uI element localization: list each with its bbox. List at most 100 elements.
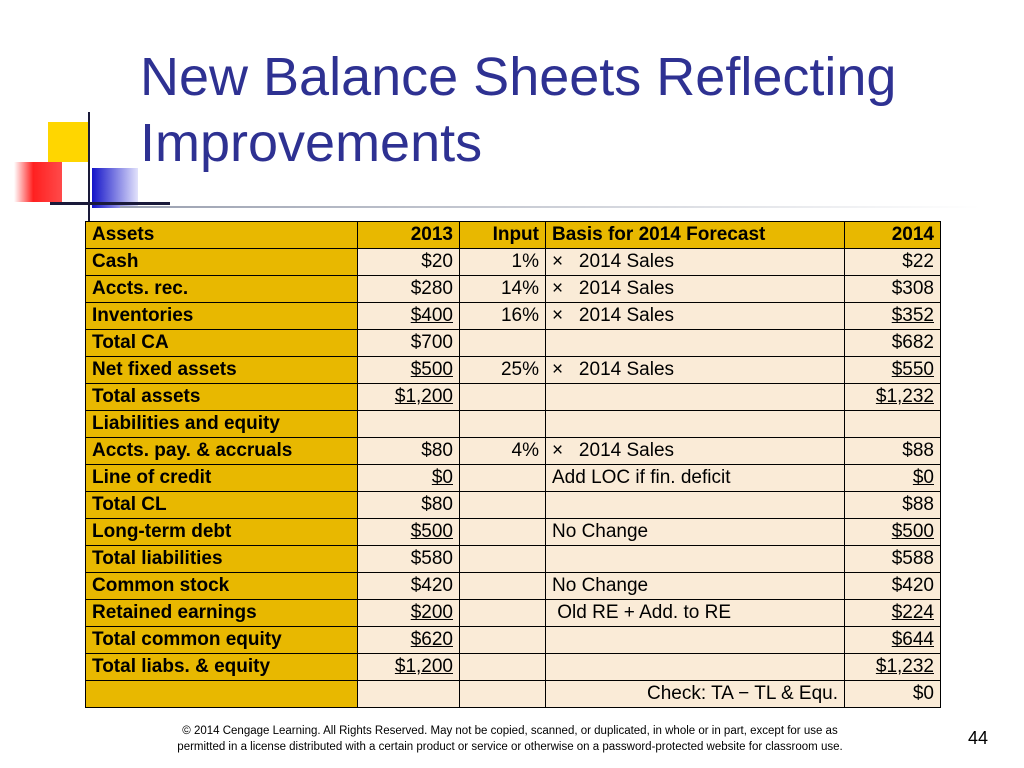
- item-label: Long-term debt: [85, 518, 358, 546]
- input: [459, 572, 546, 600]
- input: [459, 680, 546, 708]
- value-2013-text: $1,200: [394, 386, 453, 407]
- value-2013-text: $700: [410, 332, 453, 353]
- value-2014-text: $352: [891, 305, 934, 326]
- value-2014-text: $500: [891, 521, 934, 542]
- item-label-text: Net fixed assets: [92, 359, 237, 380]
- item-label-text: Accts. rec.: [92, 278, 189, 299]
- item-label-text: Liabilities and equity: [92, 413, 280, 434]
- value-2013: $80: [357, 491, 460, 519]
- input: [459, 518, 546, 546]
- item-label: Total CL: [85, 491, 358, 519]
- value-2014: $88: [844, 491, 941, 519]
- item-label-text: Long-term debt: [92, 521, 232, 542]
- value-2013: $20: [357, 248, 460, 276]
- item-label-text: Accts. pay. & accruals: [92, 440, 293, 461]
- value-2014-text: $644: [891, 629, 934, 650]
- value-2014: $550: [844, 356, 941, 384]
- table-row: Long-term debt $500 No Change $500: [85, 518, 941, 546]
- item-label-text: Line of credit: [92, 467, 212, 488]
- table-row: Inventories $400 16% × 2014 Sales $352: [85, 302, 941, 330]
- basis-text: Check: TA − TL & Equ.: [647, 683, 838, 704]
- item-label-text: Common stock: [92, 575, 230, 596]
- value-2014: $500: [844, 518, 941, 546]
- input: 25%: [459, 356, 546, 384]
- value-2013: $1,200: [357, 653, 460, 681]
- value-2013-text: $80: [421, 440, 453, 461]
- basis: [545, 410, 845, 438]
- value-2013-text: $420: [410, 575, 453, 596]
- input: 1%: [459, 248, 546, 276]
- table-row: Accts. rec. $280 14% × 2014 Sales $308: [85, 275, 941, 303]
- value-2014: $308: [844, 275, 941, 303]
- basis: [545, 626, 845, 654]
- value-2014: $88: [844, 437, 941, 465]
- header-assets: Assets: [85, 221, 358, 249]
- basis-text: × 2014 Sales: [552, 305, 675, 326]
- basis-text: No Change: [552, 521, 649, 542]
- table-header-row: Assets 2013 Input Basis for 2014 Forecas…: [85, 221, 941, 249]
- value-2014-text: $224: [891, 602, 934, 623]
- value-2014: $224: [844, 599, 941, 627]
- basis: Add LOC if fin. deficit: [545, 464, 845, 492]
- item-label: Total liabs. & equity: [85, 653, 358, 681]
- item-label: Line of credit: [85, 464, 358, 492]
- value-2014: [844, 410, 941, 438]
- value-2013: $620: [357, 626, 460, 654]
- value-2013: $500: [357, 518, 460, 546]
- value-2013-text: $80: [421, 494, 453, 515]
- decorative-vertical-line: [88, 112, 90, 222]
- input-text: 16%: [500, 305, 539, 326]
- value-2014-text: $588: [891, 548, 934, 569]
- basis: Old RE + Add. to RE: [545, 599, 845, 627]
- value-2013-text: $500: [410, 521, 453, 542]
- input: [459, 599, 546, 627]
- basis: [545, 329, 845, 357]
- item-label: Liabilities and equity: [85, 410, 358, 438]
- value-2014-text: $420: [891, 575, 934, 596]
- value-2014-text: $1,232: [875, 386, 934, 407]
- item-label: Inventories: [85, 302, 358, 330]
- basis-text: × 2014 Sales: [552, 440, 675, 461]
- value-2013-text: $1,200: [394, 656, 453, 677]
- value-2013-text: $20: [421, 251, 453, 272]
- item-label: [85, 680, 358, 708]
- input-text: 14%: [500, 278, 539, 299]
- item-label-text: Total assets: [92, 386, 201, 407]
- item-label: Total common equity: [85, 626, 358, 654]
- input-text: 4%: [511, 440, 539, 461]
- item-label: Cash: [85, 248, 358, 276]
- value-2014-text: $0: [912, 467, 934, 488]
- value-2013-text: $200: [410, 602, 453, 623]
- basis-text: No Change: [552, 575, 649, 596]
- value-2014-text: $682: [891, 332, 934, 353]
- table-row: Cash $20 1% × 2014 Sales $22: [85, 248, 941, 276]
- table-row: Total common equity $620 $644: [85, 626, 941, 654]
- decorative-blue-square: [92, 168, 138, 208]
- table-row: Total liabs. & equity $1,200 $1,232: [85, 653, 941, 681]
- slide-title-line1: New Balance Sheets Reflecting: [140, 47, 897, 107]
- input: [459, 329, 546, 357]
- value-2014: $22: [844, 248, 941, 276]
- basis: [545, 545, 845, 573]
- value-2014: $420: [844, 572, 941, 600]
- table-row: Total assets $1,200 $1,232: [85, 383, 941, 411]
- input: 14%: [459, 275, 546, 303]
- item-label: Common stock: [85, 572, 358, 600]
- basis: No Change: [545, 518, 845, 546]
- slide-title-line2: Improvements: [140, 113, 483, 173]
- item-label: Accts. pay. & accruals: [85, 437, 358, 465]
- item-label-text: Total CA: [92, 332, 169, 353]
- title-underline: [120, 206, 980, 208]
- table-row: Total liabilities $580 $588: [85, 545, 941, 573]
- value-2014: $352: [844, 302, 941, 330]
- item-label-text: Inventories: [92, 305, 194, 326]
- footer-line2: permitted in a license distributed with …: [177, 741, 843, 753]
- value-2014-text: $88: [902, 494, 934, 515]
- basis: × 2014 Sales: [545, 302, 845, 330]
- copyright-footer: © 2014 Cengage Learning. All Rights Rese…: [130, 723, 890, 755]
- value-2013: $580: [357, 545, 460, 573]
- footer-line1: © 2014 Cengage Learning. All Rights Rese…: [182, 725, 838, 737]
- value-2013-text: $580: [410, 548, 453, 569]
- item-label-text: Total common equity: [92, 629, 282, 650]
